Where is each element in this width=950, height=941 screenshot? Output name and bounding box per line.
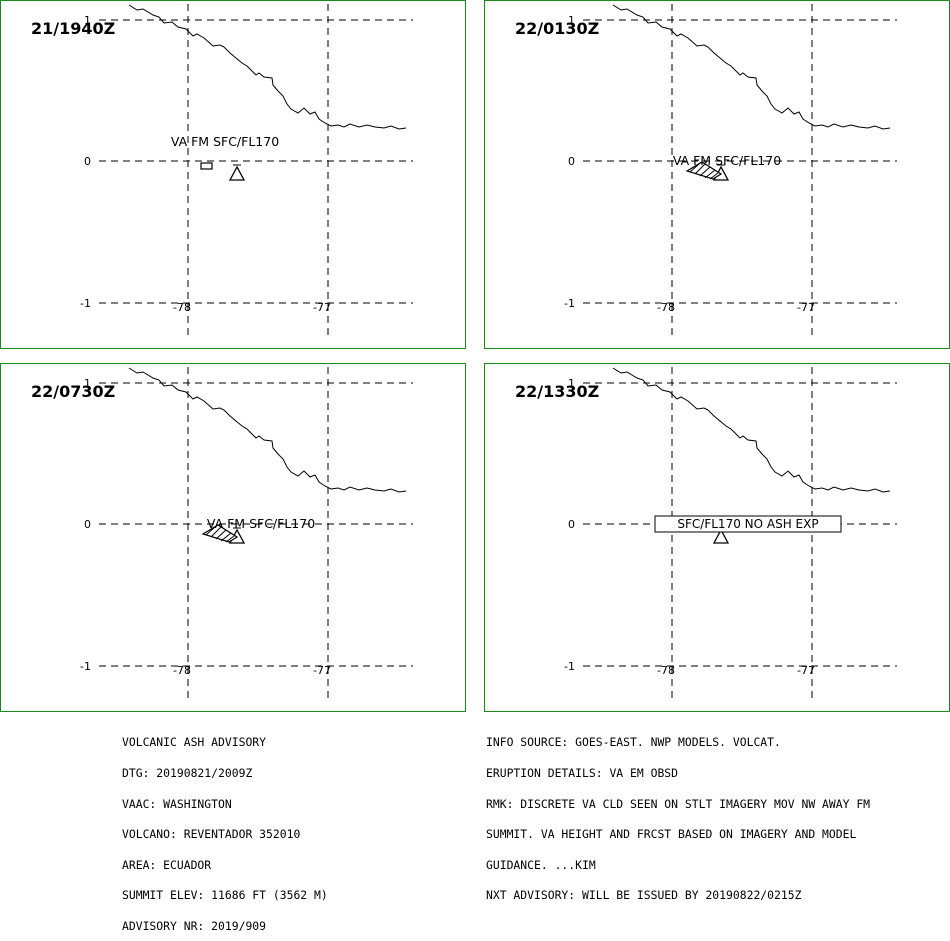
panel-time: 22/0130Z bbox=[515, 19, 600, 38]
advisory-info-left: VOLCANIC ASH ADVISORY DTG: 20190821/2009… bbox=[122, 717, 328, 941]
lon-label: -77 bbox=[313, 301, 331, 314]
advisory-line: VOLCANIC ASH ADVISORY bbox=[122, 735, 267, 750]
lon-label: -77 bbox=[797, 301, 815, 314]
volcano-marker bbox=[228, 164, 246, 181]
map-svg: 1 0 -1 -78 -77 VA FM SFC/FL170 bbox=[80, 4, 413, 336]
lat-label: -1 bbox=[564, 660, 575, 673]
lat-label: -1 bbox=[80, 297, 91, 310]
lat-label: 1 bbox=[84, 377, 91, 390]
ash-cloud-hatch bbox=[709, 172, 719, 180]
no-ash-label-box bbox=[654, 515, 842, 533]
lon-label: -77 bbox=[313, 664, 331, 677]
advisory-info-right: INFO SOURCE: GOES-EAST. NWP MODELS. VOLC… bbox=[486, 717, 870, 911]
ash-cloud-outline bbox=[201, 524, 239, 543]
map-svg: 1 0 -1 -78 -77 VA FM SFC/FL170 bbox=[564, 4, 897, 336]
ash-cloud-hatch bbox=[210, 526, 222, 538]
advisory-line: ADVISORY NR: 2019/909 bbox=[122, 918, 267, 933]
ash-cloud-outline bbox=[685, 161, 723, 180]
advisory-line: SUMMIT ELEV: 11686 FT (3562 M) bbox=[122, 888, 328, 903]
ash-cloud-polygon bbox=[201, 524, 239, 543]
ash-cloud-hatch bbox=[704, 169, 716, 179]
ash-cloud-hatch bbox=[205, 526, 216, 536]
advisory-line: GUIDANCE. ...KIM bbox=[486, 857, 596, 872]
advisory-line: ERUPTION DETAILS: VA EM OBSD bbox=[486, 766, 679, 780]
lat-label: 0 bbox=[84, 518, 91, 531]
ash-cloud-hatch bbox=[215, 529, 227, 540]
coastline bbox=[612, 4, 891, 130]
lat-label: 0 bbox=[568, 518, 575, 531]
cloud-label: VA FM SFC/FL170 bbox=[673, 153, 781, 168]
advisory-line: DTG: 20190821/2009Z bbox=[122, 766, 253, 780]
ash-cloud-hatch bbox=[225, 535, 235, 543]
advisory-line: VOLCANO: REVENTADOR 352010 bbox=[122, 827, 301, 842]
cloud-label: SFC/FL170 NO ASH EXP bbox=[677, 517, 818, 531]
panel-time: 22/1330Z bbox=[515, 382, 600, 401]
advisory-line: AREA: ECUADOR bbox=[122, 857, 212, 872]
volcano-triangle bbox=[712, 528, 730, 544]
volcano-triangle bbox=[228, 165, 246, 181]
advisory-line: RMK: DISCRETE VA CLD SEEN ON STLT IMAGER… bbox=[486, 796, 871, 811]
panel-time: 21/1940Z bbox=[31, 19, 116, 38]
ash-cloud-hatch bbox=[220, 532, 232, 542]
ash-cloud-hatch bbox=[699, 166, 711, 177]
lon-label: -78 bbox=[173, 664, 191, 677]
lat-label: 1 bbox=[568, 377, 575, 390]
advisory-line: VAAC: WASHINGTON bbox=[122, 796, 232, 811]
ash-cloud-polygon bbox=[685, 161, 723, 180]
lat-label: -1 bbox=[80, 660, 91, 673]
ash-cloud-polygon bbox=[200, 162, 213, 170]
lat-label: 0 bbox=[84, 155, 91, 168]
advisory-line: SUMMIT. VA HEIGHT AND FRCST BASED ON IMA… bbox=[486, 827, 857, 842]
cloud-label: VA FM SFC/FL170 bbox=[171, 134, 279, 149]
map-panel-1: 1 0 -1 -78 -77 VA FM SFC/FL170 21/1940Z bbox=[0, 0, 466, 349]
map-panel-4: 1 0 -1 -78 -77 SFC/FL170 NO ASH EXP 22/1330Z bbox=[484, 363, 950, 712]
lat-label: 1 bbox=[84, 14, 91, 27]
lon-label: -78 bbox=[173, 301, 191, 314]
advisory-line: INFO SOURCE: GOES-EAST. NWP MODELS. VOLC… bbox=[486, 735, 781, 750]
ash-cloud-hatch bbox=[694, 163, 706, 175]
coastline bbox=[128, 367, 407, 493]
panel-time: 22/0730Z bbox=[31, 382, 116, 401]
lon-label: -78 bbox=[657, 664, 675, 677]
ash-cloud-hatch bbox=[689, 163, 700, 173]
advisory-line: NXT ADVISORY: WILL BE ISSUED BY 20190822… bbox=[486, 888, 802, 903]
map-panel-3: 1 0 -1 -78 -77 VA FM SFC/FL170 22/0730Z bbox=[0, 363, 466, 712]
map-svg: 1 0 -1 -78 -77 VA FM SFC/FL170 bbox=[80, 367, 413, 699]
lat-label: -1 bbox=[564, 297, 575, 310]
lat-label: 1 bbox=[568, 14, 575, 27]
map-svg: 1 0 -1 -78 -77 SFC/FL170 NO ASH EXP bbox=[564, 367, 897, 699]
lat-label: 0 bbox=[568, 155, 575, 168]
map-panel-2: 1 0 -1 -78 -77 VA FM SFC/FL170 22/0130Z bbox=[484, 0, 950, 349]
coastline bbox=[128, 4, 407, 130]
lon-label: -77 bbox=[797, 664, 815, 677]
lon-label: -78 bbox=[657, 301, 675, 314]
coastline bbox=[612, 367, 891, 493]
cloud-label: VA FM SFC/FL170 bbox=[207, 516, 315, 531]
